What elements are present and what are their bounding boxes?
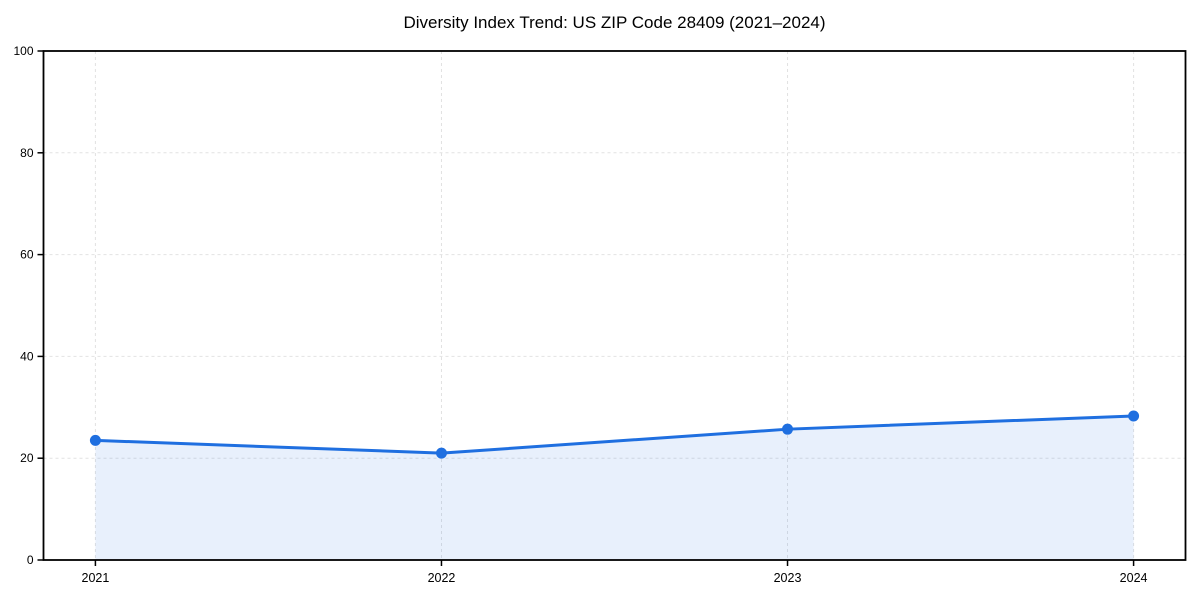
series-area-fill [95,415,1134,560]
data-point-marker [782,423,794,435]
data-point-marker [1128,410,1140,422]
x-tick-label: 2024 [1120,571,1148,585]
y-tick-label: 100 [13,44,33,58]
series-line [93,414,1136,455]
x-tick-label: 2022 [428,571,456,585]
y-tick-label: 0 [27,553,34,567]
data-point-marker [435,447,447,459]
x-tick-label: 2023 [774,571,802,585]
y-tick-label: 80 [20,146,34,160]
chart-title: Diversity Index Trend: US ZIP Code 28409… [403,13,826,32]
y-tick-label: 40 [20,349,34,363]
y-tick-label: 60 [20,248,34,262]
x-tick-label: 2021 [82,571,110,585]
data-point-marker [89,434,101,446]
plot-box-spines [42,50,1187,561]
y-tick-label: 20 [20,451,34,465]
